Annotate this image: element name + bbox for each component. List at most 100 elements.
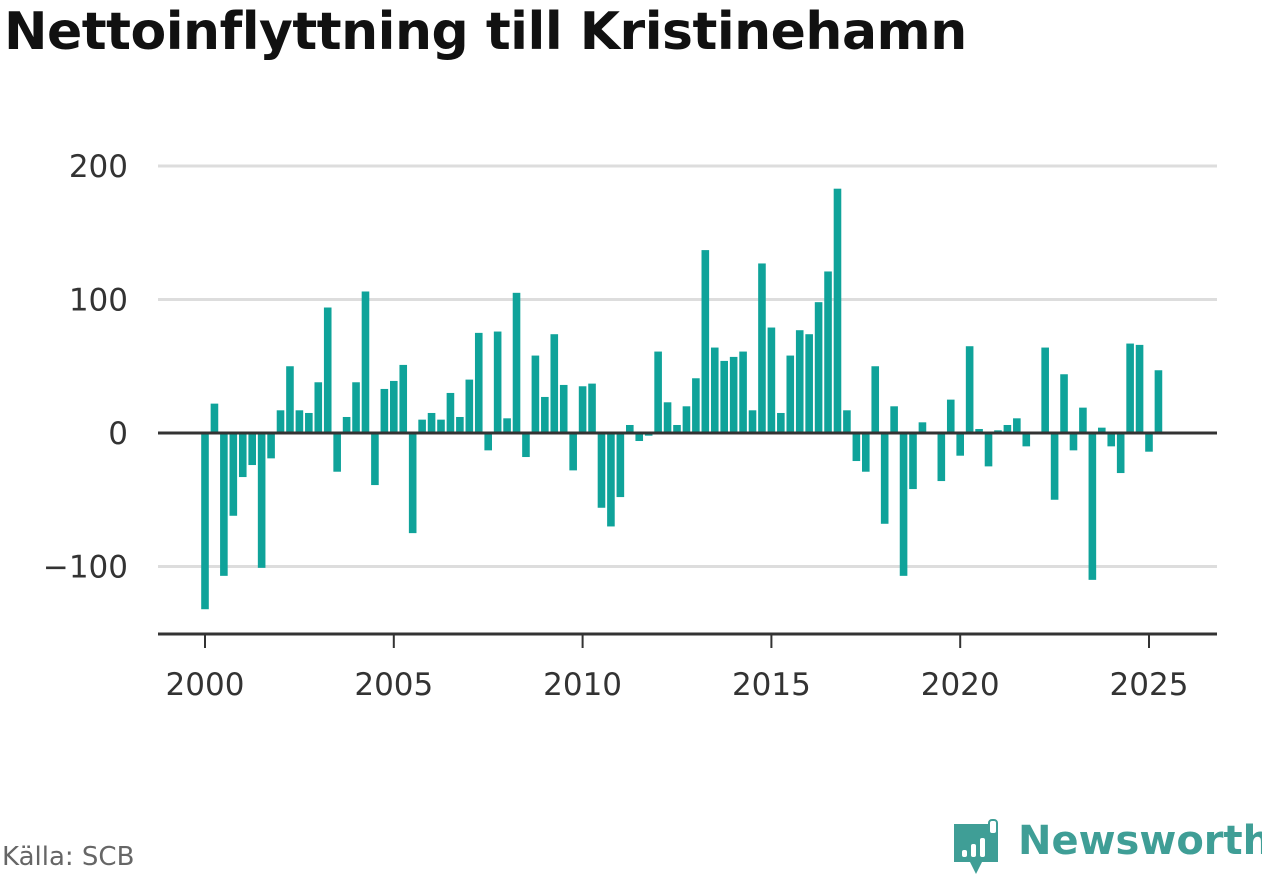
bar (541, 396, 549, 433)
bar (758, 263, 766, 433)
bar (390, 380, 398, 433)
gridlines (158, 164, 1217, 568)
source-label: Källa: SCB (2, 842, 135, 872)
bar (465, 379, 474, 433)
y-tick-label: −100 (43, 550, 128, 586)
bar (975, 428, 983, 433)
x-tick-label: 2000 (166, 667, 245, 703)
bar (399, 364, 408, 433)
bar (380, 388, 389, 433)
bar (512, 292, 521, 433)
bar (654, 351, 662, 433)
bar (550, 334, 559, 433)
bar (286, 366, 294, 433)
bar (588, 383, 596, 433)
bar (1041, 347, 1049, 433)
x-axis-ticks: 2000 2005 2010 2015 2020 2025 (166, 634, 1189, 703)
bar (474, 332, 483, 433)
brand-name: Newsworthy (1018, 818, 1262, 864)
bar (1135, 344, 1144, 433)
bar (220, 433, 228, 576)
bar (984, 433, 993, 467)
bar (352, 382, 360, 433)
bar (522, 433, 530, 458)
bar (484, 433, 492, 451)
bar (729, 356, 738, 433)
bar (918, 422, 927, 433)
bar (267, 433, 275, 459)
bar (635, 433, 644, 442)
bar (569, 433, 577, 471)
bar (682, 406, 691, 433)
bar (852, 433, 861, 462)
bar (1069, 433, 1078, 451)
bar (295, 410, 304, 433)
bar (673, 424, 681, 433)
bar (531, 355, 540, 433)
bar (446, 392, 455, 433)
bar (805, 334, 813, 433)
bar (210, 403, 219, 433)
bar (578, 386, 587, 433)
bar (1079, 407, 1087, 433)
bar (493, 331, 502, 433)
x-tick-label: 2005 (354, 667, 433, 703)
bar (1003, 424, 1012, 433)
bar (748, 410, 757, 433)
bar (248, 433, 256, 466)
bar (314, 382, 323, 433)
bar (701, 250, 710, 433)
bar (795, 330, 804, 433)
bar (843, 410, 851, 433)
bar (786, 355, 795, 433)
bar (871, 366, 880, 433)
bar (1088, 433, 1097, 580)
y-tick-label: 200 (69, 149, 128, 185)
bar (710, 347, 719, 433)
bar (607, 433, 615, 527)
bar (890, 406, 898, 433)
bar (956, 433, 964, 456)
bar (946, 399, 955, 433)
bar (1013, 418, 1021, 433)
bar (1022, 433, 1031, 447)
bar (720, 360, 728, 433)
chart-title: Nettoinflyttning till Kristinehamn (4, 2, 967, 62)
bar (899, 433, 908, 576)
x-tick-label: 2025 (1110, 667, 1189, 703)
bar (616, 433, 625, 498)
bar (238, 433, 247, 478)
bars (201, 188, 1163, 610)
bar (824, 271, 832, 433)
bar (880, 433, 889, 524)
bar (597, 433, 606, 508)
x-tick-label: 2020 (921, 667, 1000, 703)
bar (1145, 433, 1153, 452)
bar (814, 302, 823, 433)
x-tick-label: 2015 (732, 667, 811, 703)
bar (342, 416, 351, 433)
bar (1154, 370, 1163, 433)
bar (559, 384, 568, 433)
bar (201, 433, 209, 610)
bar (1107, 433, 1116, 447)
bar (333, 433, 341, 472)
y-tick-label: 0 (108, 416, 128, 452)
bar (833, 188, 842, 433)
bar (371, 433, 379, 486)
bar (276, 410, 285, 433)
x-tick-label: 2010 (543, 667, 622, 703)
bar (323, 307, 332, 433)
bar (909, 433, 917, 490)
y-tick-label: 100 (69, 283, 128, 319)
newsworthy-logo-icon (954, 819, 998, 874)
bar (692, 378, 700, 433)
bar (305, 412, 313, 433)
bar (427, 412, 436, 433)
bar (1050, 433, 1059, 500)
bar (361, 291, 370, 433)
bar (626, 424, 634, 433)
bar (1126, 343, 1134, 433)
bar (663, 402, 672, 433)
